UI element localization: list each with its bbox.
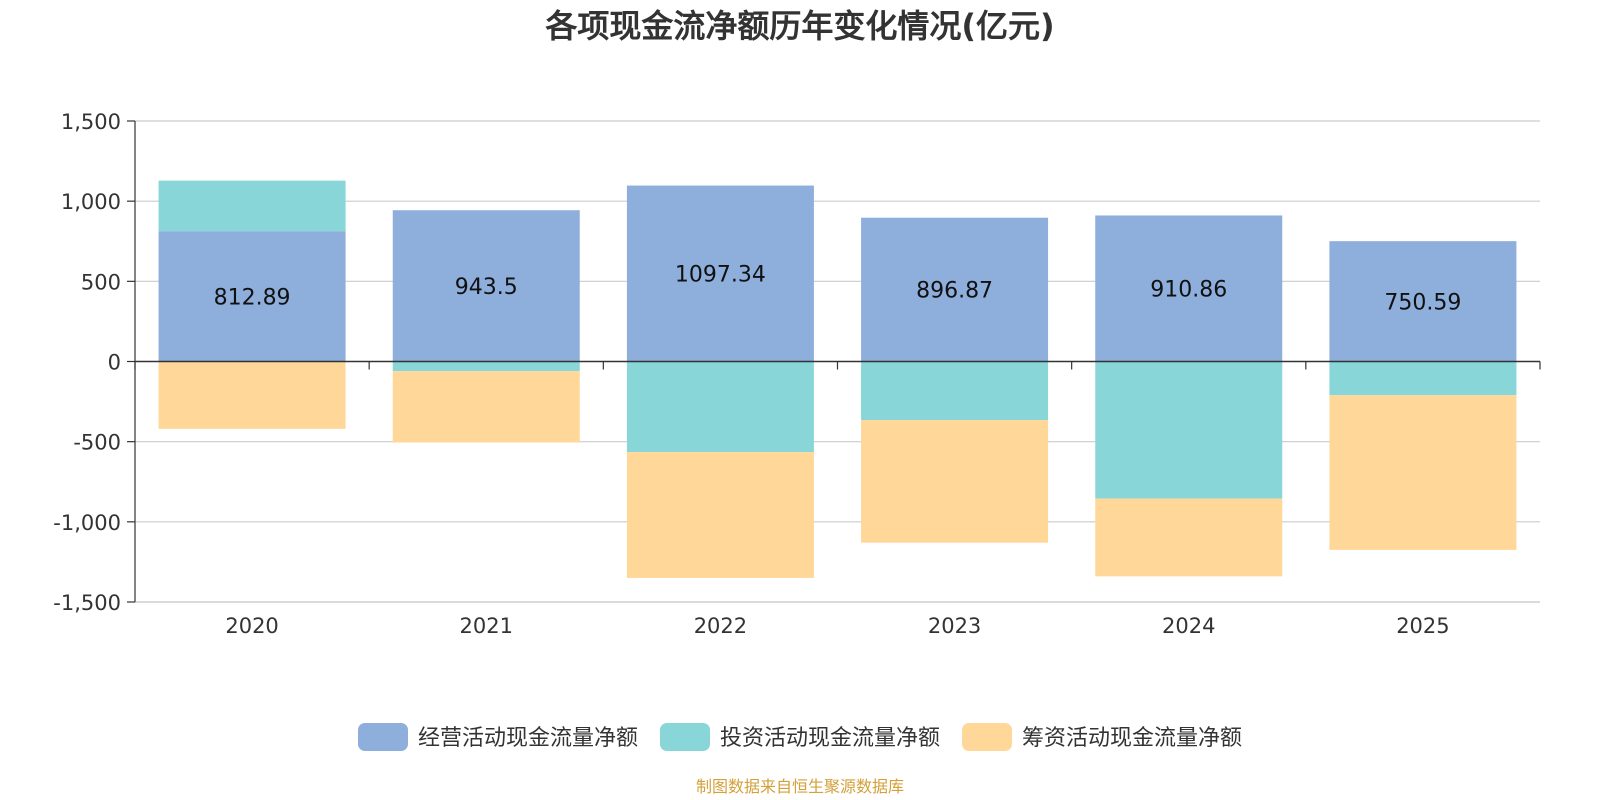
bar-segment xyxy=(158,231,346,362)
bar-value-label: 812.89 xyxy=(214,285,291,310)
x-tick-label: 2025 xyxy=(1396,614,1449,638)
y-tick-label: -1,000 xyxy=(53,511,121,535)
y-tick-label: 1,000 xyxy=(61,190,121,214)
bar-segment xyxy=(861,361,1049,421)
bar-segment xyxy=(861,217,1049,362)
bar-value-label: 910.86 xyxy=(1150,277,1227,302)
bar-segment xyxy=(1329,241,1517,362)
bar-segment xyxy=(626,185,814,362)
axes: 1,500 1,000 500 0 -500 -1,000 -1,500 2020 2021 20… xyxy=(53,110,1541,638)
bar-segment xyxy=(1329,395,1517,550)
bar-segment xyxy=(1329,361,1517,396)
chart-title: 各项现金流净额历年变化情况(亿元) xyxy=(545,7,1054,45)
bar-segment xyxy=(392,210,580,362)
bar-value-label: 750.59 xyxy=(1384,290,1461,315)
y-tick-label: 0 xyxy=(108,351,121,375)
legend-label: 投资活动现金流量净额 xyxy=(720,726,940,751)
bar-segment xyxy=(1095,215,1283,362)
legend-swatch xyxy=(962,723,1012,751)
legend-swatch xyxy=(358,723,408,751)
bar-segment xyxy=(1095,498,1283,577)
source-note: 制图数据来自恒生聚源数据库 xyxy=(696,777,904,796)
y-tick-label: 1,500 xyxy=(61,110,121,134)
bar-segment xyxy=(861,420,1049,543)
bar-segment xyxy=(392,361,580,372)
x-tick-label: 2024 xyxy=(1162,614,1215,638)
y-tick-label: -500 xyxy=(73,431,121,455)
grid-lines xyxy=(135,120,1540,603)
legend-label: 经营活动现金流量净额 xyxy=(418,726,638,751)
legend-swatch xyxy=(660,723,710,751)
legend-label: 筹资活动现金流量净额 xyxy=(1022,726,1242,751)
y-tick-label: -1,500 xyxy=(53,591,121,615)
bar-value-label: 943.5 xyxy=(455,275,518,300)
bar-segment xyxy=(392,371,580,443)
y-tick-label: 500 xyxy=(81,270,121,294)
x-tick-label: 2021 xyxy=(460,614,513,638)
x-tick-label: 2023 xyxy=(928,614,981,638)
x-tick-label: 2022 xyxy=(694,614,747,638)
bar-segment xyxy=(158,361,346,429)
bar-segment xyxy=(626,452,814,578)
bar-segment xyxy=(626,361,814,453)
bar-data-labels: 812.89 943.5 1097.34 896.87 910.86 750.59 xyxy=(214,263,1462,316)
bar-segment xyxy=(1095,361,1283,499)
bars xyxy=(158,180,1517,578)
legend: 经营活动现金流量净额 投资活动现金流量净额 筹资活动现金流量净额 xyxy=(358,723,1242,751)
bar-value-label: 896.87 xyxy=(916,279,993,304)
x-tick-label: 2020 xyxy=(225,614,278,638)
bar-segment xyxy=(158,180,346,232)
bar-value-label: 1097.34 xyxy=(675,263,766,288)
